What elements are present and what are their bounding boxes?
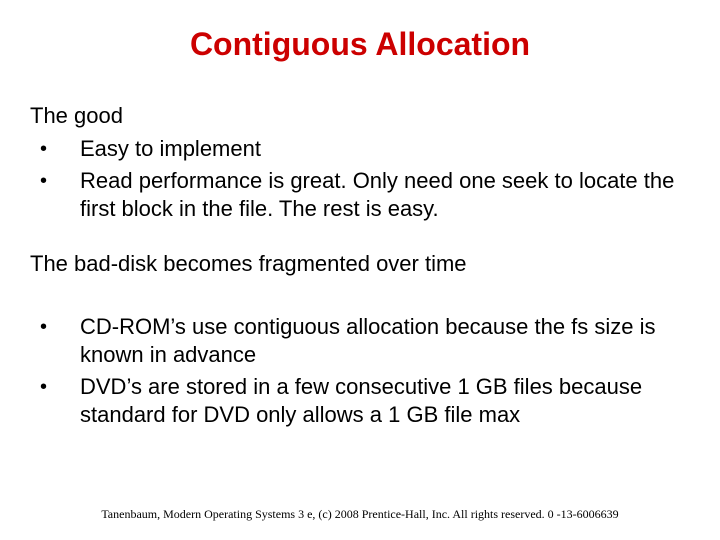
bad-heading: The bad-disk becomes fragmented over tim… bbox=[30, 251, 690, 277]
good-bullets: • Easy to implement • Read performance i… bbox=[40, 135, 690, 223]
bullet-icon: • bbox=[40, 313, 80, 341]
footer-citation: Tanenbaum, Modern Operating Systems 3 e,… bbox=[0, 507, 720, 522]
list-item: • DVD’s are stored in a few consecutive … bbox=[40, 373, 690, 429]
title-text: Contiguous Allocation bbox=[190, 26, 530, 62]
list-item: • Easy to implement bbox=[40, 135, 690, 163]
bullet-icon: • bbox=[40, 373, 80, 401]
bullet-icon: • bbox=[40, 135, 80, 163]
bullet-icon: • bbox=[40, 167, 80, 195]
list-item: • CD-ROM’s use contiguous allocation bec… bbox=[40, 313, 690, 369]
bullet-text: Read performance is great. Only need one… bbox=[80, 167, 690, 223]
slide-title: Contiguous Allocation bbox=[30, 26, 690, 63]
slide: Contiguous Allocation The good • Easy to… bbox=[0, 0, 720, 540]
notes-bullets: • CD-ROM’s use contiguous allocation bec… bbox=[40, 313, 690, 429]
bullet-text: Easy to implement bbox=[80, 135, 261, 163]
good-heading: The good bbox=[30, 103, 690, 129]
bullet-text: DVD’s are stored in a few consecutive 1 … bbox=[80, 373, 690, 429]
bullet-text: CD-ROM’s use contiguous allocation becau… bbox=[80, 313, 690, 369]
list-item: • Read performance is great. Only need o… bbox=[40, 167, 690, 223]
